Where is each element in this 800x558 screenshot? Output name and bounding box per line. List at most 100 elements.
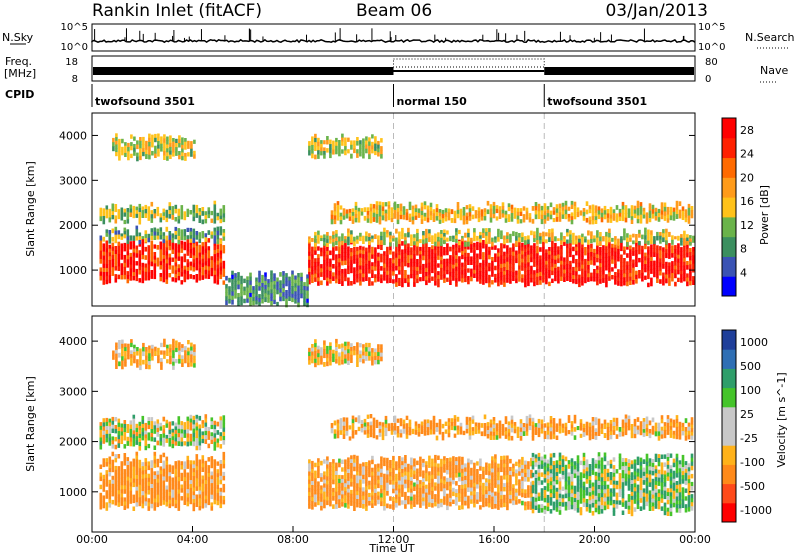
heatmap-cell: [112, 464, 115, 469]
heatmap-cell: [249, 277, 252, 282]
heatmap-cell: [634, 487, 637, 492]
heatmap-cell: [608, 268, 611, 273]
heatmap-cell: [300, 285, 303, 290]
heatmap-cell: [596, 254, 599, 258]
heatmap-cell: [482, 252, 485, 257]
heatmap-cell: [323, 276, 326, 280]
heatmap-cell: [592, 499, 595, 504]
heatmap-cell: [374, 497, 377, 502]
heatmap-cell: [536, 240, 539, 245]
heatmap-cell: [478, 214, 481, 218]
heatmap-cell: [178, 481, 181, 486]
heatmap-cell: [335, 234, 338, 238]
heatmap-cell: [464, 242, 467, 247]
heatmap-cell: [575, 236, 578, 241]
heatmap-cell: [565, 210, 568, 215]
beam-title: Beam 06: [356, 1, 432, 21]
heatmap-cell: [133, 499, 136, 504]
heatmap-cell: [577, 504, 580, 509]
heatmap-cell: [422, 264, 425, 269]
heatmap-cell: [317, 485, 320, 489]
heatmap-cell: [521, 493, 524, 498]
heatmap-cell: [311, 238, 314, 242]
heatmap-cell: [524, 473, 527, 478]
heatmap-cell: [311, 481, 314, 486]
heatmap-cell: [578, 283, 581, 288]
heatmap-cell: [620, 282, 623, 286]
heatmap-cell: [622, 458, 625, 463]
heatmap-cell: [148, 421, 151, 425]
heatmap-cell: [103, 237, 106, 242]
heatmap-cell: [196, 235, 199, 240]
heatmap-cell: [629, 277, 632, 281]
heatmap-cell: [413, 266, 416, 271]
heatmap-cell: [148, 478, 151, 483]
heatmap-cell: [364, 216, 367, 221]
heatmap-cell: [437, 237, 440, 242]
heatmap-cell: [160, 470, 163, 474]
heatmap-cell: [392, 501, 395, 506]
heatmap-cell: [193, 480, 196, 484]
heatmap-cell: [160, 494, 163, 498]
heatmap-cell: [160, 257, 163, 261]
heatmap-cell: [613, 217, 616, 221]
heatmap-cell: [148, 482, 151, 487]
heatmap-cell: [109, 264, 112, 268]
heatmap-cell: [439, 209, 442, 213]
heatmap-cell: [443, 233, 446, 237]
heatmap-cell: [452, 480, 455, 484]
heatmap-cell: [598, 493, 601, 498]
y-tick-label: 2000: [59, 219, 87, 232]
heatmap-cell: [223, 280, 226, 284]
heatmap-cell: [440, 479, 443, 484]
heatmap-cell: [512, 264, 515, 269]
heatmap-cell: [163, 244, 166, 248]
heatmap-cell: [347, 481, 350, 485]
heatmap-cell: [634, 495, 637, 500]
heatmap-cell: [632, 251, 635, 256]
heatmap-cell: [476, 461, 479, 465]
heatmap-cell: [314, 232, 317, 236]
heatmap-cell: [440, 475, 443, 480]
heatmap-cell: [425, 500, 428, 504]
heatmap-cell: [520, 212, 523, 216]
heatmap-cell: [556, 468, 559, 472]
heatmap-cell: [515, 473, 518, 477]
heatmap-cell: [458, 241, 461, 245]
heatmap-cell: [205, 237, 208, 242]
heatmap-cell: [323, 480, 326, 485]
heatmap-cell: [533, 259, 536, 263]
heatmap-cell: [317, 489, 320, 493]
heatmap-cell: [413, 274, 416, 279]
heatmap-cell: [647, 250, 650, 255]
heatmap-cell: [509, 475, 512, 480]
heatmap-cell: [437, 271, 440, 275]
heatmap-cell: [577, 500, 580, 505]
heatmap-cell: [252, 286, 255, 290]
heatmap-cell: [326, 489, 329, 494]
heatmap-cell: [478, 211, 481, 215]
heatmap-cell: [395, 478, 398, 483]
heatmap-cell: [136, 432, 139, 437]
heatmap-cell: [625, 466, 628, 470]
heatmap-cell: [425, 272, 428, 277]
heatmap-cell: [154, 464, 157, 468]
heatmap-cell: [668, 247, 671, 251]
heatmap-cell: [202, 267, 205, 272]
heatmap-cell: [623, 228, 626, 232]
heatmap-cell: [598, 506, 601, 511]
heatmap-cell: [376, 214, 379, 219]
heatmap-cell: [413, 234, 416, 238]
heatmap-cell: [596, 258, 599, 262]
heatmap-cell: [488, 483, 491, 488]
y-tick-label: 3000: [59, 174, 87, 187]
heatmap-cell: [443, 488, 446, 493]
heatmap-cell: [511, 213, 514, 218]
heatmap-cell: [592, 216, 595, 220]
heatmap-cell: [607, 213, 610, 218]
heatmap-cell: [416, 500, 419, 505]
heatmap-cell: [428, 237, 431, 242]
heatmap-cell: [133, 148, 136, 152]
heatmap-cell: [291, 290, 294, 294]
heatmap-cell: [568, 485, 571, 490]
